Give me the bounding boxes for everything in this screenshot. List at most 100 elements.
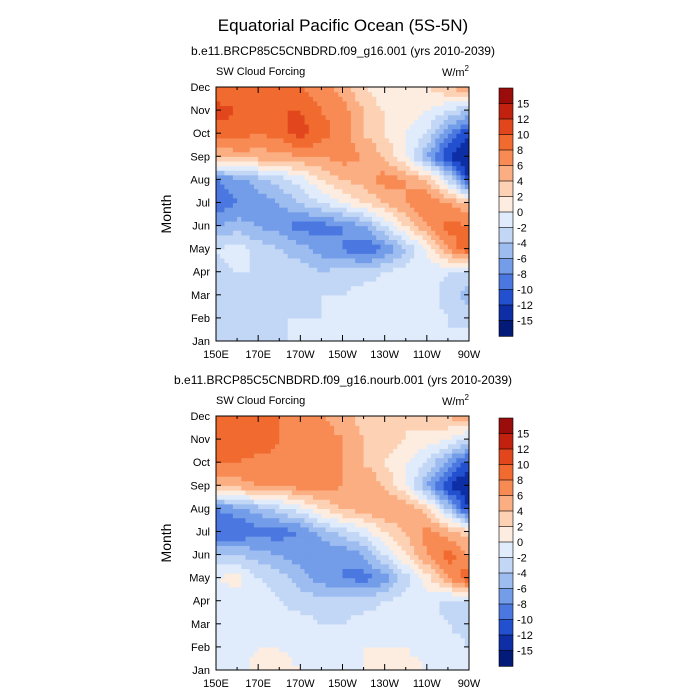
heatmap-cell (409, 211, 415, 217)
heatmap-cell (258, 271, 263, 277)
heatmap-cell (393, 128, 398, 134)
heatmap-cell (224, 646, 230, 653)
heatmap-cell (393, 591, 398, 597)
heatmap-cell (435, 322, 441, 328)
heatmap-cell (308, 322, 314, 328)
heatmap-cell (283, 262, 289, 268)
heatmap-cell (275, 137, 280, 144)
heatmap-cell (443, 174, 449, 180)
heatmap-cell (296, 267, 301, 273)
heatmap-cell (270, 128, 276, 134)
heatmap-cell (422, 304, 428, 310)
heatmap-cell (443, 276, 449, 282)
heatmap-cell (380, 100, 386, 107)
heatmap-cell (338, 211, 344, 217)
heatmap-cell (401, 179, 407, 185)
heatmap-cell (270, 554, 276, 560)
heatmap-cell (296, 559, 301, 565)
heatmap-cell (241, 563, 247, 569)
units-label: W/m2 (442, 64, 470, 79)
heatmap-cell (216, 294, 221, 301)
heatmap-cell (405, 216, 411, 222)
heatmap-cell (426, 642, 432, 648)
heatmap-cell (325, 114, 331, 120)
heatmap-cell (334, 623, 339, 630)
heatmap-cell (270, 170, 276, 176)
heatmap-cell (422, 160, 428, 167)
heatmap-cell (355, 633, 360, 639)
heatmap-cell (220, 230, 226, 236)
heatmap-cell (275, 596, 280, 602)
heatmap-cell (443, 651, 449, 657)
heatmap-cell (342, 96, 348, 102)
heatmap-cell (435, 128, 441, 134)
heatmap-cell (258, 110, 263, 116)
heatmap-cell (266, 577, 272, 583)
heatmap-cell (422, 317, 428, 324)
heatmap-cell (312, 317, 318, 324)
heatmap-cell (228, 225, 234, 231)
heatmap-cell (270, 133, 276, 139)
heatmap-cell (409, 299, 415, 305)
heatmap-cell (283, 253, 289, 259)
heatmap-cell (384, 619, 390, 625)
heatmap-cell (426, 331, 432, 337)
heatmap-cell (426, 665, 432, 670)
heatmap-cell (401, 290, 407, 296)
heatmap-cell (300, 160, 306, 167)
heatmap-cell (346, 207, 352, 213)
heatmap-cell (232, 642, 238, 648)
heatmap-cell (447, 220, 453, 227)
heatmap-cell (287, 573, 293, 579)
heatmap-cell (376, 151, 382, 157)
heatmap-cell (329, 253, 335, 259)
heatmap-cell (418, 207, 424, 213)
heatmap-cell (426, 651, 432, 657)
heatmap-cell (435, 596, 441, 602)
heatmap-cell (397, 336, 403, 341)
heatmap-cell (456, 165, 462, 171)
heatmap-cell (359, 253, 365, 259)
heatmap-cell (350, 322, 356, 328)
heatmap-cell (393, 147, 398, 153)
heatmap-cell (435, 110, 441, 116)
heatmap-cell (245, 100, 251, 107)
heatmap-cell (363, 327, 369, 333)
heatmap-cell (296, 100, 301, 107)
heatmap-cell (224, 577, 230, 583)
heatmap-cell (329, 165, 335, 171)
heatmap-cell (452, 637, 457, 643)
heatmap-cell (439, 216, 445, 222)
heatmap-cell (325, 202, 331, 208)
heatmap-cell (283, 211, 289, 217)
heatmap-cell (456, 596, 462, 602)
heatmap-cell (464, 651, 469, 657)
heatmap-cell (304, 660, 310, 666)
heatmap-cell (283, 327, 289, 333)
heatmap-cell (346, 596, 352, 602)
heatmap-cell (241, 216, 247, 222)
heatmap-cell (300, 147, 306, 153)
heatmap-cell (409, 628, 415, 634)
heatmap-cell (296, 628, 301, 634)
heatmap-cell (253, 262, 259, 268)
heatmap-cell (447, 600, 453, 606)
heatmap-cell (228, 573, 234, 579)
heatmap-cell (414, 660, 419, 666)
heatmap-cell (283, 568, 289, 574)
heatmap-cell (312, 160, 318, 167)
heatmap-cell (266, 290, 272, 296)
heatmap-cell (220, 239, 226, 245)
heatmap-cell (393, 568, 398, 574)
heatmap-cell (338, 183, 344, 190)
heatmap-cell (460, 294, 466, 301)
heatmap-cell (296, 137, 301, 144)
heatmap-cell (431, 573, 436, 579)
heatmap-cell (447, 568, 453, 574)
heatmap-cell (237, 651, 242, 657)
heatmap-cell (275, 170, 280, 176)
heatmap-cell (270, 628, 276, 634)
heatmap-cell (296, 105, 301, 111)
heatmap-cell (220, 308, 226, 314)
heatmap-cell (224, 128, 230, 134)
